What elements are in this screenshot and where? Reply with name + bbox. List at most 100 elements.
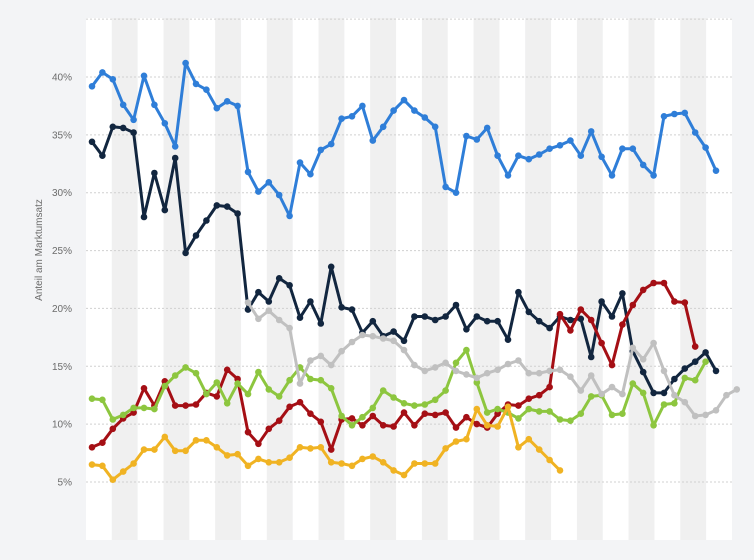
data-point [494,405,501,413]
data-point [681,109,689,117]
data-point [546,145,553,152]
data-point [369,332,377,340]
data-point [151,169,158,177]
y-tick-label: 5% [58,478,73,489]
data-point [483,409,491,416]
data-point [255,440,262,448]
data-point [213,393,221,400]
data-point [109,425,117,433]
data-point [421,367,429,375]
data-point [691,343,699,350]
plot-band [576,18,603,540]
data-point [286,324,293,332]
y-tick-label: 30% [52,188,72,199]
data-point [99,396,106,404]
data-point [296,398,304,406]
data-point [463,132,470,140]
data-point [327,446,335,453]
data-point [619,390,626,398]
series-5 [88,403,564,484]
data-point [452,189,460,196]
series-1 [88,123,720,397]
data-point [431,411,439,419]
data-point [379,422,387,429]
data-point [369,412,377,420]
data-point [598,298,605,305]
data-point [203,390,210,398]
data-point [348,306,356,313]
data-point [660,279,668,287]
data-point [234,450,241,458]
data-point [431,316,439,324]
data-point [307,170,314,178]
data-point [671,110,678,118]
data-point [140,404,148,412]
data-point [296,159,304,166]
data-point [442,359,449,367]
data-point [317,320,325,327]
data-point [473,405,481,413]
data-point [608,172,616,179]
plot-band [292,18,319,540]
plot-band [318,18,345,540]
data-point [483,369,491,377]
data-point [213,104,221,112]
data-point [275,393,283,400]
data-point [109,476,117,484]
data-point [307,410,314,418]
data-point [702,411,709,419]
data-point [244,168,252,176]
data-point [515,288,522,296]
data-point [619,321,626,328]
data-point [452,438,460,445]
data-point [203,86,210,93]
data-point [629,380,637,387]
plot-band [163,18,190,540]
data-point [244,428,252,436]
data-point [473,420,481,428]
series-line [90,405,562,482]
data-point [650,172,657,179]
data-point [151,446,158,453]
series-0 [88,59,720,220]
data-point [671,400,678,407]
data-point [691,412,699,420]
data-point [587,316,595,324]
plot-band [344,18,371,540]
data-point [556,310,564,318]
data-point [504,360,512,368]
data-point [130,129,137,136]
data-point [629,145,637,152]
data-point [473,313,481,320]
data-point [390,337,397,345]
data-point [244,306,252,313]
data-point [223,452,231,459]
data-point [535,317,543,325]
data-point [546,324,553,332]
data-point [681,365,689,372]
data-point [629,344,637,352]
data-point [379,335,387,342]
data-point [379,123,387,131]
data-point [359,413,366,421]
data-point [99,439,106,447]
data-point [327,459,335,466]
data-point [556,416,564,423]
data-point [171,402,179,409]
data-point [463,413,470,421]
data-point [598,390,605,398]
data-point [681,398,689,406]
data-point [296,444,304,451]
data-point [286,212,293,220]
data-point [130,460,137,467]
data-point [338,304,345,311]
data-point [359,455,366,463]
data-point [723,391,730,399]
data-point [223,400,231,407]
data-point [421,410,429,418]
data-point [151,101,158,109]
data-point [161,120,169,127]
data-point [213,202,221,209]
data-point [702,349,709,356]
